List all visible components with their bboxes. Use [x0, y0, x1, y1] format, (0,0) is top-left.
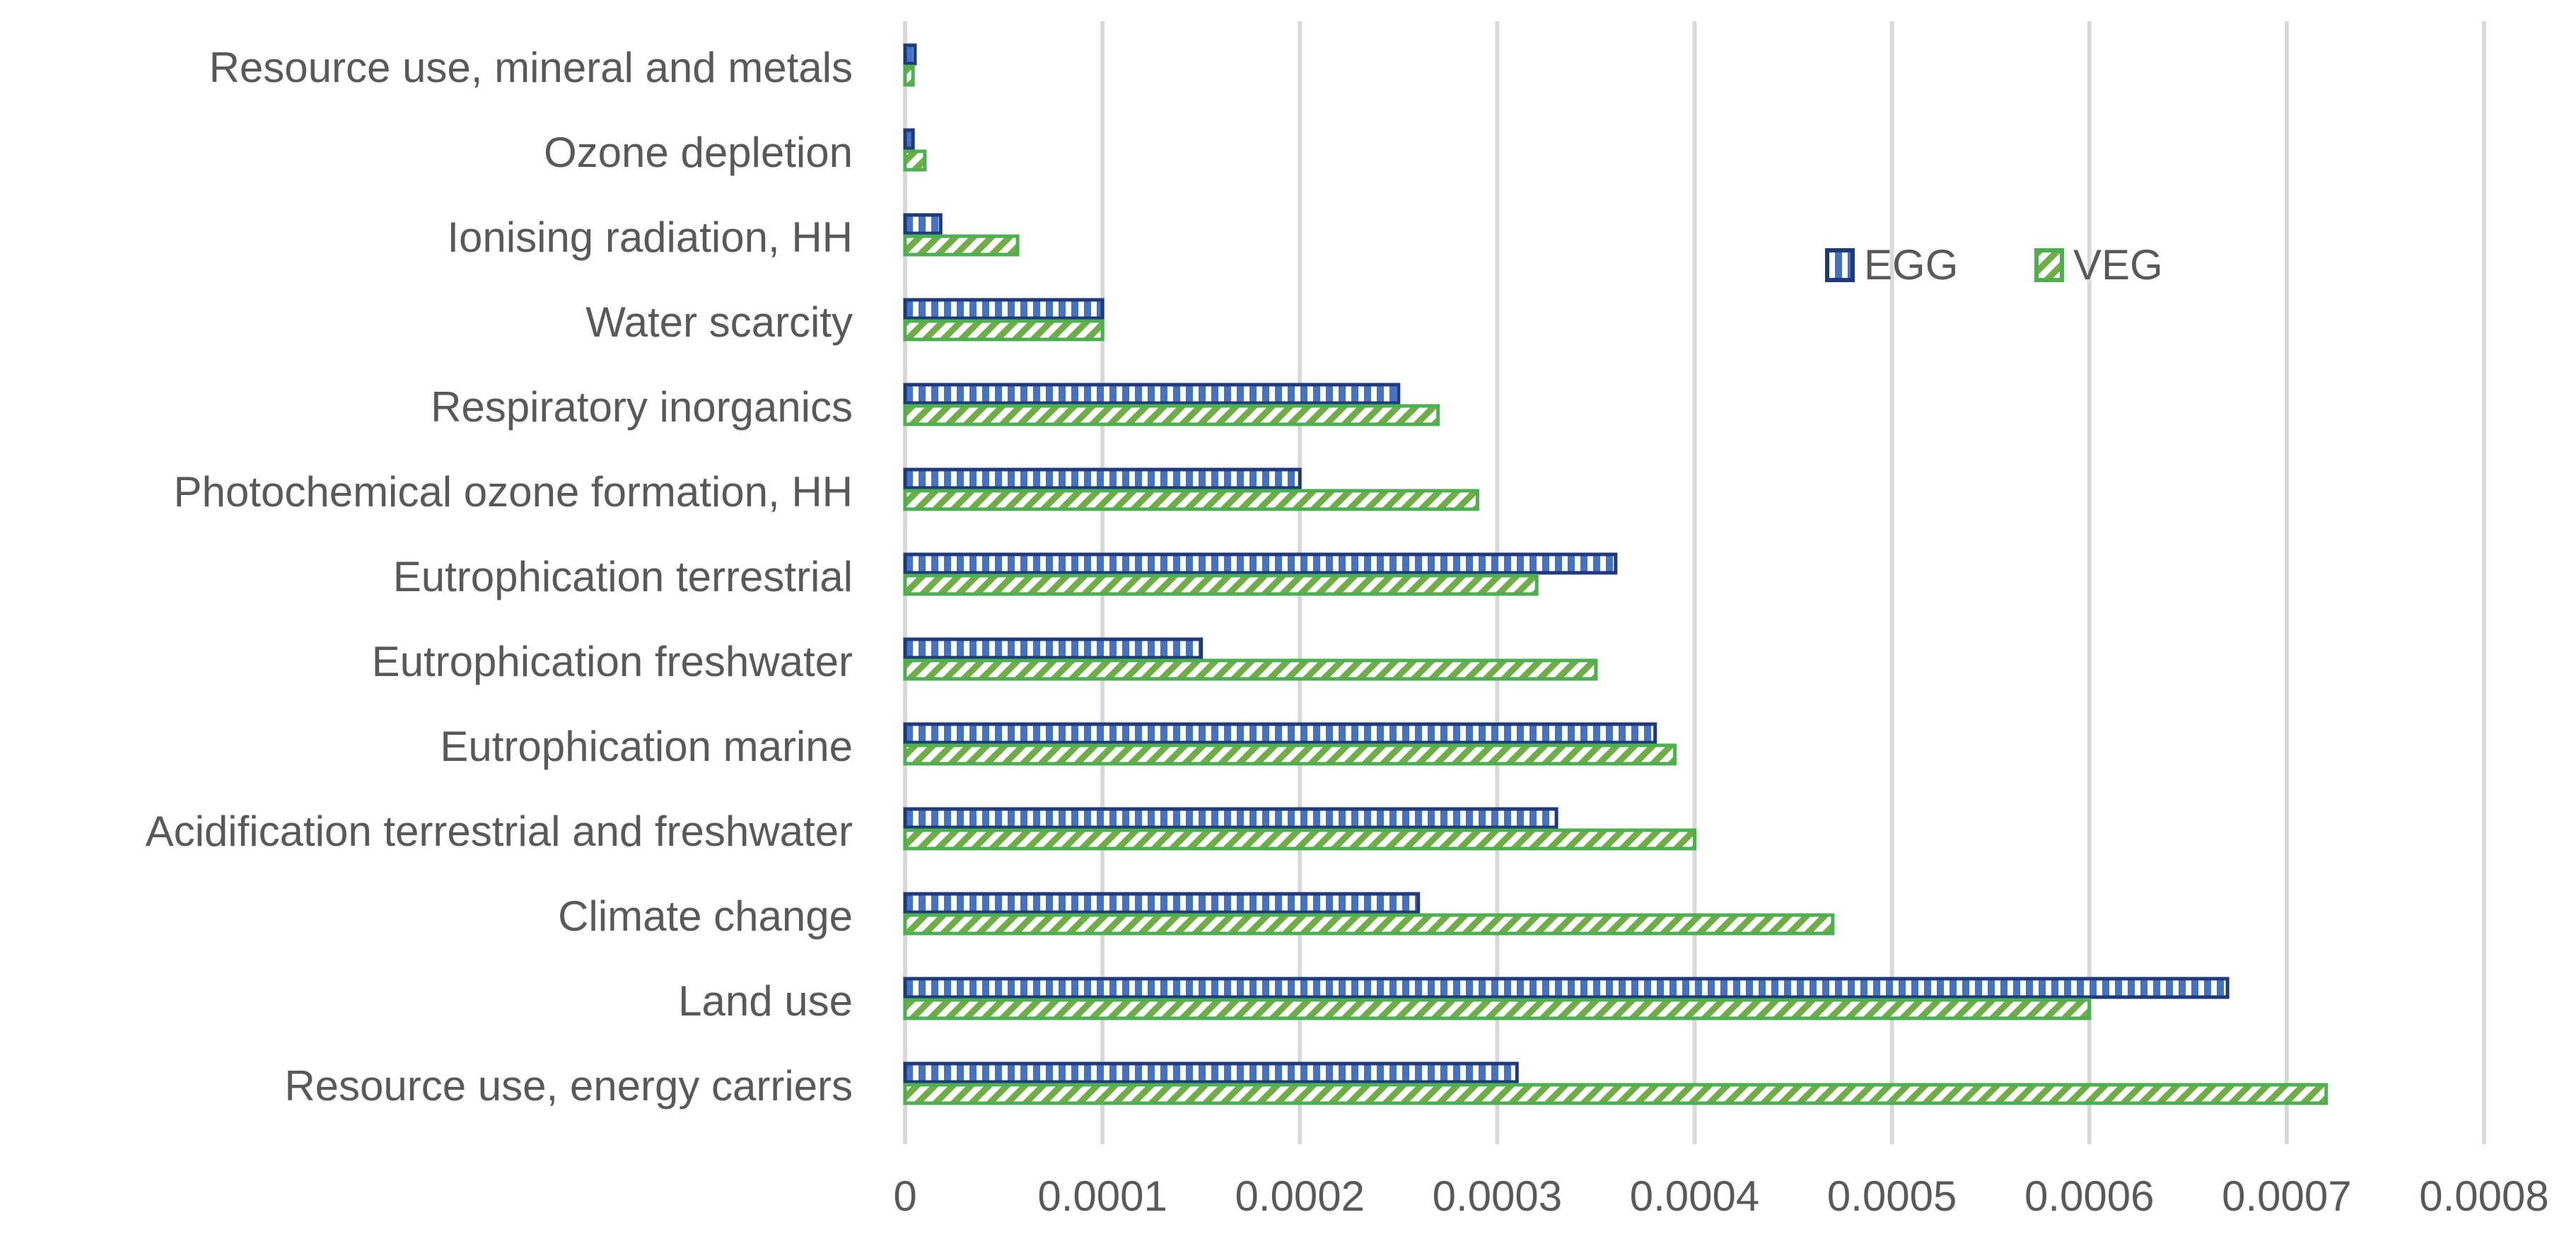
legend: EGG VEG [1825, 241, 2163, 289]
bar-egg-12 [903, 1061, 1519, 1084]
bar-egg-8 [903, 722, 1657, 745]
category-label: Climate change [558, 892, 853, 940]
category-label: Resource use, mineral and metals [209, 44, 853, 91]
tick-label: 0.0002 [1235, 1172, 1365, 1220]
tick-label: 0.0001 [1037, 1172, 1167, 1220]
bar-veg-5 [903, 489, 1479, 511]
bar-veg-6 [903, 574, 1539, 596]
bar-egg-2 [903, 213, 943, 235]
tick-label: 0.0008 [2419, 1172, 2549, 1220]
category-label: Eutrophication marine [440, 723, 853, 770]
bars [903, 43, 2329, 1105]
bar-veg-8 [903, 743, 1677, 766]
legend-label-veg: VEG [2073, 241, 2163, 289]
tick-label: 0.0004 [1630, 1172, 1760, 1220]
bar-egg-1 [903, 128, 915, 151]
bar-veg-10 [903, 913, 1835, 936]
x-axis-tick-labels: 0 0.0001 0.0002 0.0003 0.0004 0.0005 0.0006 0.0… [893, 1172, 2548, 1220]
tick-label: 0.0003 [1433, 1172, 1563, 1220]
tick-label: 0.0007 [2222, 1172, 2352, 1220]
bar-egg-3 [903, 298, 1105, 320]
bar-veg-11 [903, 998, 2092, 1020]
bar-egg-6 [903, 552, 1618, 575]
legend-swatch-egg [1825, 248, 1855, 282]
bar-egg-9 [903, 807, 1558, 830]
category-label: Eutrophication terrestrial [393, 553, 853, 600]
category-label: Photochemical ozone formation, HH [174, 468, 853, 516]
bar-egg-0 [903, 43, 917, 66]
legend-label-egg: EGG [1864, 241, 1958, 289]
category-label: Water scarcity [585, 298, 853, 346]
bar-veg-7 [903, 658, 1598, 681]
tick-label: 0.0005 [1827, 1172, 1957, 1220]
bar-veg-4 [903, 404, 1440, 426]
category-labels: Resource use, mineral and metals Ozone de… [146, 44, 853, 1110]
bar-veg-2 [903, 234, 1020, 257]
bar-veg-12 [903, 1083, 2329, 1105]
category-label: Respiratory inorganics [431, 383, 853, 431]
tick-label: 0.0006 [2024, 1172, 2155, 1220]
bar-veg-1 [903, 149, 927, 172]
tick-label: 0 [893, 1172, 916, 1220]
bar-egg-5 [903, 467, 1302, 490]
category-label: Ionising radiation, HH [447, 214, 853, 261]
bar-egg-7 [903, 637, 1204, 660]
bar-veg-3 [903, 319, 1105, 342]
category-label: Land use [678, 977, 853, 1025]
bar-veg-9 [903, 828, 1696, 851]
category-label: Eutrophication freshwater [372, 638, 853, 685]
category-label: Acidification terrestrial and freshwater [146, 808, 853, 855]
bar-egg-10 [903, 892, 1421, 914]
category-label: Resource use, energy carriers [284, 1062, 853, 1110]
gridlines [903, 21, 2486, 1144]
bar-veg-0 [903, 64, 915, 87]
bar-egg-11 [903, 977, 2230, 999]
legend-swatch-veg [2034, 248, 2064, 282]
bar-egg-4 [903, 383, 1401, 405]
category-label: Ozone depletion [544, 129, 853, 176]
